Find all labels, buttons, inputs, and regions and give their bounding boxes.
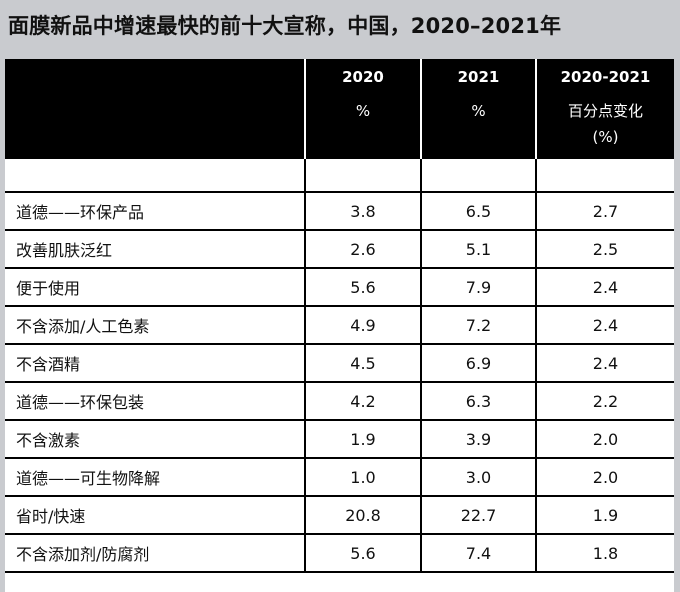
value-2020-cell: 2.6: [305, 230, 422, 269]
value-2021-cell: 6.5: [421, 192, 537, 231]
table-row: 便于使用 5.6 7.9 2.4: [5, 268, 674, 307]
claim-cell: 不含酒精: [5, 344, 306, 383]
table-row: 不含激素 1.9 3.9 2.0: [5, 420, 674, 459]
value-2021-cell: 7.9: [421, 268, 537, 307]
claim-cell: 省时/快速: [5, 496, 306, 535]
claim-cell: 不含激素: [5, 420, 306, 459]
table-row: 不含添加剂/防腐剂 5.6 7.4 1.8: [5, 534, 674, 573]
change-cell: 2.0: [536, 420, 674, 459]
change-cell: 2.2: [536, 382, 674, 421]
header-2020: 2020 %: [305, 59, 422, 159]
claim-cell: 改善肌肤泛红: [5, 230, 306, 269]
claim-cell: 道德——可生物降解: [5, 458, 306, 497]
change-cell: 2.5: [536, 230, 674, 269]
change-cell: 2.0: [536, 458, 674, 497]
change-cell: 2.7: [536, 192, 674, 231]
claim-cell: 不含添加剂/防腐剂: [5, 534, 306, 573]
header-2020-label: 2020: [342, 68, 384, 86]
value-2020-cell: 4.5: [305, 344, 422, 383]
spacer-cell: [421, 159, 537, 193]
value-2021-cell: 6.3: [421, 382, 537, 421]
change-cell: 2.4: [536, 306, 674, 345]
header-2021: 2021 %: [421, 59, 537, 159]
table-row: 不含酒精 4.5 6.9 2.4: [5, 344, 674, 383]
header-change: 2020-2021 百分点变化 (%): [536, 59, 674, 159]
page-title: 面膜新品中增速最快的前十大宣称，中国，2020–2021年: [8, 14, 562, 38]
value-2020-cell: 1.9: [305, 420, 422, 459]
claim-cell: 道德——环保产品: [5, 192, 306, 231]
header-claim-col: [5, 59, 306, 159]
change-cell: 1.8: [536, 534, 674, 573]
table-spacer-row: [5, 159, 674, 193]
value-2021-cell: 7.4: [421, 534, 537, 573]
value-2021-cell: 5.1: [421, 230, 537, 269]
claim-cell: 道德——环保包装: [5, 382, 306, 421]
value-2021-cell: 3.0: [421, 458, 537, 497]
table-row: 不含添加/人工色素 4.9 7.2 2.4: [5, 306, 674, 345]
value-2020-cell: 4.9: [305, 306, 422, 345]
claims-table-container: 2020 % 2021 % 2020-2021 百分点变化 (%): [5, 59, 674, 592]
value-2020-cell: 3.8: [305, 192, 422, 231]
value-2020-cell: 20.8: [305, 496, 422, 535]
value-2020-cell: 4.2: [305, 382, 422, 421]
header-change-label: 2020-2021: [560, 68, 651, 86]
claim-cell: 不含添加/人工色素: [5, 306, 306, 345]
header-change-unit-line2: (%): [592, 128, 619, 146]
claim-cell: 便于使用: [5, 268, 306, 307]
claims-table: 2020 % 2021 % 2020-2021 百分点变化 (%): [5, 59, 674, 573]
table-row: 改善肌肤泛红 2.6 5.1 2.5: [5, 230, 674, 269]
header-change-unit-line1: 百分点变化: [567, 102, 643, 120]
table-row: 道德——可生物降解 1.0 3.0 2.0: [5, 458, 674, 497]
change-cell: 2.4: [536, 344, 674, 383]
value-2020-cell: 5.6: [305, 268, 422, 307]
header-2021-label: 2021: [457, 68, 500, 86]
spacer-cell: [536, 159, 674, 193]
table-row: 省时/快速 20.8 22.7 1.9: [5, 496, 674, 535]
value-2021-cell: 3.9: [421, 420, 537, 459]
header-2020-unit: %: [355, 102, 371, 120]
table-row: 道德——环保产品 3.8 6.5 2.7: [5, 192, 674, 231]
change-cell: 2.4: [536, 268, 674, 307]
table-row: 道德——环保包装 4.2 6.3 2.2: [5, 382, 674, 421]
change-cell: 1.9: [536, 496, 674, 535]
value-2020-cell: 1.0: [305, 458, 422, 497]
spacer-cell: [305, 159, 422, 193]
header-2021-unit: %: [471, 102, 486, 120]
value-2021-cell: 22.7: [421, 496, 537, 535]
spacer-cell: [5, 159, 306, 193]
value-2020-cell: 5.6: [305, 534, 422, 573]
value-2021-cell: 7.2: [421, 306, 537, 345]
table-header-row: 2020 % 2021 % 2020-2021 百分点变化 (%): [5, 59, 674, 159]
value-2021-cell: 6.9: [421, 344, 537, 383]
header-change-unit: 百分点变化 (%): [538, 98, 673, 150]
